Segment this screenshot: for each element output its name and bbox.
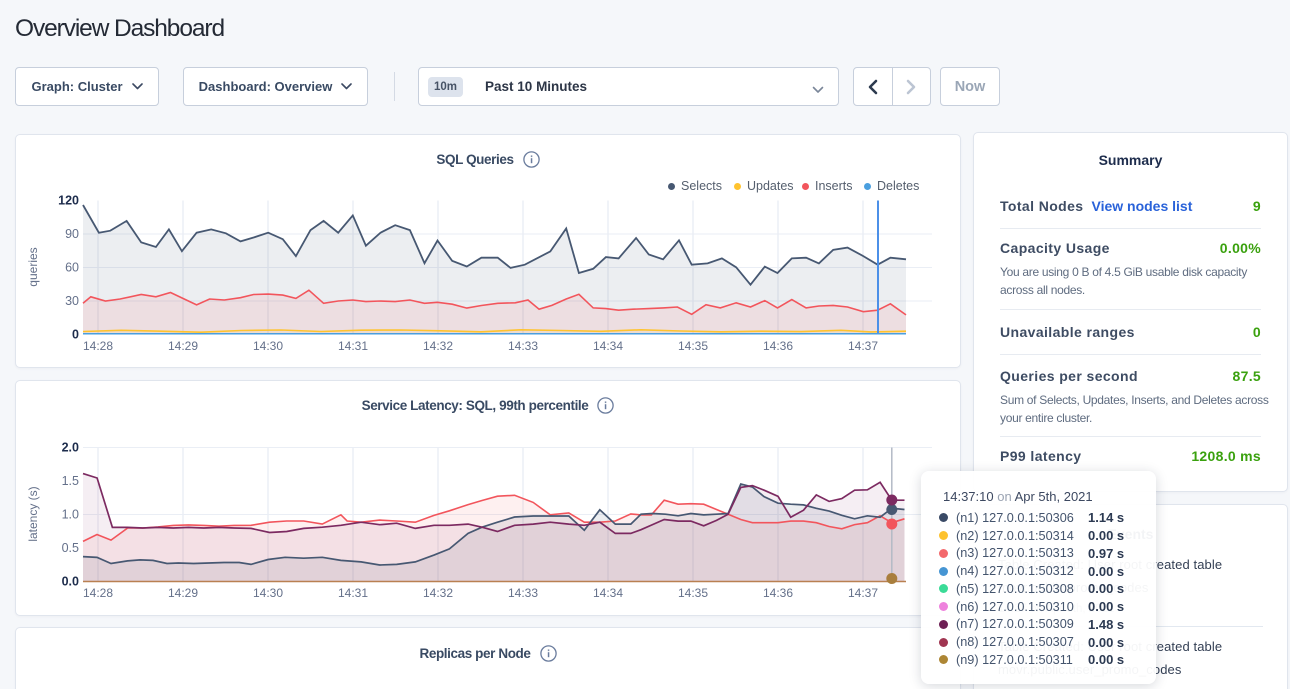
- svg-text:queries: queries: [26, 247, 40, 286]
- svg-text:14:33: 14:33: [508, 339, 538, 353]
- svg-text:14:34: 14:34: [593, 339, 623, 353]
- svg-text:14:30: 14:30: [253, 339, 283, 353]
- svg-text:14:30: 14:30: [253, 586, 283, 600]
- svg-text:14:28: 14:28: [83, 586, 113, 600]
- svg-text:0: 0: [72, 328, 79, 342]
- svg-text:14:33: 14:33: [508, 586, 538, 600]
- svg-text:0.0: 0.0: [62, 575, 79, 589]
- svg-text:14:36: 14:36: [763, 339, 793, 353]
- svg-text:14:32: 14:32: [423, 339, 453, 353]
- svg-text:2.0: 2.0: [62, 441, 79, 455]
- svg-text:30: 30: [65, 294, 79, 308]
- svg-text:14:29: 14:29: [168, 586, 198, 600]
- svg-text:14:29: 14:29: [168, 339, 198, 353]
- svg-text:0.5: 0.5: [62, 541, 79, 555]
- svg-text:14:35: 14:35: [678, 339, 708, 353]
- svg-text:14:28: 14:28: [83, 339, 113, 353]
- svg-text:60: 60: [65, 261, 79, 275]
- svg-text:14:35: 14:35: [678, 586, 708, 600]
- svg-text:14:37: 14:37: [848, 339, 878, 353]
- svg-text:1.0: 1.0: [62, 508, 79, 522]
- svg-text:14:37: 14:37: [848, 586, 878, 600]
- svg-text:14:34: 14:34: [593, 586, 623, 600]
- svg-text:14:31: 14:31: [338, 586, 368, 600]
- svg-text:14:31: 14:31: [338, 339, 368, 353]
- svg-text:14:36: 14:36: [763, 586, 793, 600]
- svg-text:120: 120: [58, 194, 79, 208]
- svg-text:14:32: 14:32: [423, 586, 453, 600]
- svg-text:1.5: 1.5: [62, 474, 79, 488]
- svg-text:90: 90: [65, 227, 79, 241]
- svg-text:latency (s): latency (s): [26, 486, 40, 541]
